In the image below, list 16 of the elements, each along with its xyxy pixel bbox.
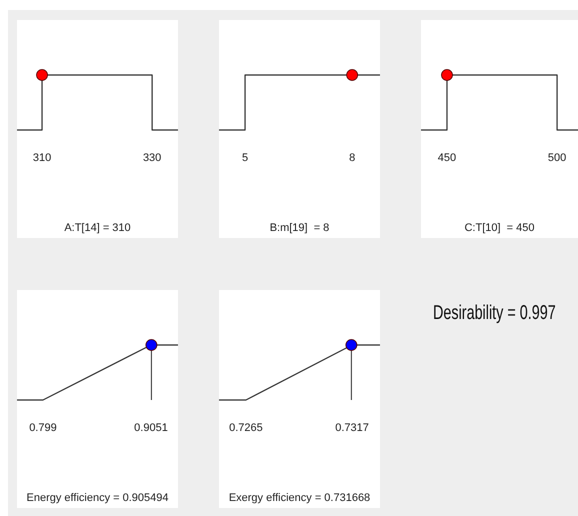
x-tick-label: 450: [438, 152, 456, 164]
x-tick-label: 500: [548, 152, 566, 164]
x-tick-label: 0.7317: [335, 422, 369, 434]
x-tick-label: 310: [32, 152, 52, 164]
x-tick-label: 0.7265: [229, 422, 263, 434]
x-tick-label: 8: [349, 152, 356, 164]
x-axis-title: A:T[14] = 310: [64, 222, 131, 234]
x-axis-title: C:T[10] = 450: [464, 222, 535, 234]
x-tick-label: 330: [142, 152, 162, 164]
x-axis-title: B:m[19] = 8: [270, 222, 330, 234]
x-axis-title: Energy efficiency = 0.905494: [26, 492, 168, 504]
text: Desirability = 0.997: [433, 300, 556, 324]
x-tick-label: 5: [242, 152, 248, 164]
x-tick-label: 0.9051: [134, 422, 168, 434]
x-axis-title: Exergy efficiency = 0.731668: [228, 492, 370, 504]
x-tick-label: 0.799: [29, 422, 57, 434]
